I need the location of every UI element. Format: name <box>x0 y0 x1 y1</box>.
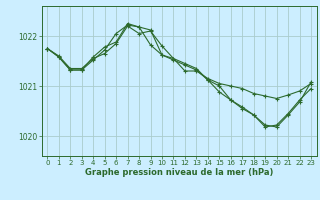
X-axis label: Graphe pression niveau de la mer (hPa): Graphe pression niveau de la mer (hPa) <box>85 168 273 177</box>
